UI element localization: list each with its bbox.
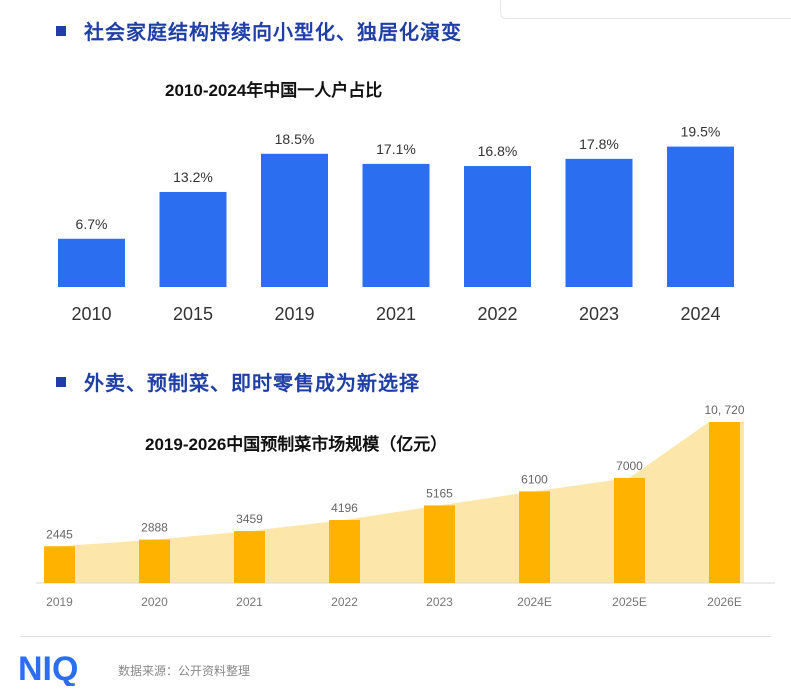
x-tick-label: 2025E xyxy=(612,595,647,609)
bar-value-label: 5165 xyxy=(426,486,453,500)
bar-2023 xyxy=(424,505,455,583)
footer-divider xyxy=(20,636,771,637)
x-tick-label: 2024 xyxy=(680,304,720,324)
bar-value-label: 18.5% xyxy=(275,131,315,147)
top-card-edge xyxy=(500,0,791,19)
x-tick-label: 2022 xyxy=(331,595,358,609)
bar-value-label: 16.8% xyxy=(478,143,518,159)
x-tick-label: 2015 xyxy=(173,304,213,324)
chart-title-single-household: 2010-2024年中国一人户占比 xyxy=(165,81,383,100)
square-bullet-icon xyxy=(56,25,66,36)
data-source-note: 数据来源：公开资料整理 xyxy=(118,664,251,678)
bar-value-label: 17.8% xyxy=(579,136,619,152)
niq-logo: NIQ xyxy=(18,650,78,686)
bar-value-label: 2445 xyxy=(46,527,73,541)
bar-2015 xyxy=(159,191,227,287)
bar-value-label: 10, 720 xyxy=(704,403,744,417)
bar-2019 xyxy=(261,153,328,287)
bar-2022 xyxy=(329,519,360,583)
bar-2023 xyxy=(565,158,633,287)
x-tick-label: 2023 xyxy=(426,595,453,609)
bar-value-label: 13.2% xyxy=(173,169,213,185)
x-tick-label: 2022 xyxy=(477,304,517,324)
x-tick-label: 2019 xyxy=(46,595,73,609)
bar-2024 xyxy=(667,146,734,287)
bar-2019 xyxy=(44,546,75,583)
single-household-bar-chart: 6.7% 2010 13.2% 2015 18.5% 2019 17.1% 2021 16.8%… xyxy=(58,124,734,324)
x-tick-label: 2021 xyxy=(236,595,263,609)
svg-text:NIQ: NIQ xyxy=(18,650,78,686)
x-tick-label: 2020 xyxy=(141,595,168,609)
bar-value-label: 3459 xyxy=(236,512,263,526)
x-tick-label: 2024E xyxy=(517,595,552,609)
square-bullet-icon xyxy=(56,376,66,387)
bar-value-label: 17.1% xyxy=(376,141,416,157)
bar-2024E xyxy=(519,491,550,583)
section-heading-food: 外卖、预制菜、即时零售成为新选择 xyxy=(56,367,420,396)
x-tick-label: 2010 xyxy=(71,304,111,324)
x-tick-label: 2019 xyxy=(274,304,314,324)
bar-2020 xyxy=(139,539,170,583)
x-tick-label: 2023 xyxy=(579,304,619,324)
bar-value-label: 6100 xyxy=(521,472,548,486)
chart-title-prepared-food: 2019-2026中国预制菜市场规模（亿元） xyxy=(145,435,448,454)
section-heading-text: 外卖、预制菜、即时零售成为新选择 xyxy=(84,373,420,395)
x-tick-label: 2026E xyxy=(707,595,742,609)
x-tick-label: 2021 xyxy=(376,304,416,324)
bar-value-label: 6.7% xyxy=(76,216,108,232)
bar-2025E xyxy=(614,477,645,583)
section-heading-family: 社会家庭结构持续向小型化、独居化演变 xyxy=(56,16,462,45)
bar-2022 xyxy=(464,166,531,287)
bar-2021 xyxy=(234,531,265,583)
prepared-food-market-chart: 2445 2019 2888 2020 3459 2021 4196 2022 5165 2023… xyxy=(36,403,775,609)
bar-2026E xyxy=(709,422,740,583)
trend-area xyxy=(44,422,744,583)
bar-value-label: 2888 xyxy=(141,521,168,535)
bar-value-label: 4196 xyxy=(331,501,358,515)
bar-2021 xyxy=(362,163,430,287)
bar-2010 xyxy=(58,238,125,287)
section-heading-text: 社会家庭结构持续向小型化、独居化演变 xyxy=(84,22,462,44)
bar-value-label: 7000 xyxy=(616,459,643,473)
bar-value-label: 19.5% xyxy=(681,124,721,140)
